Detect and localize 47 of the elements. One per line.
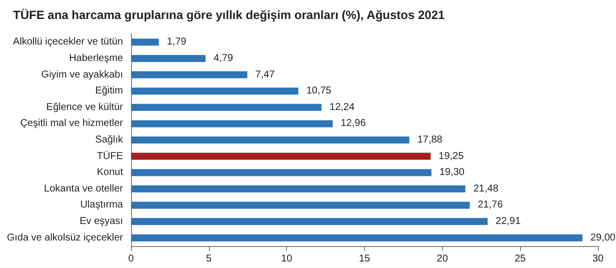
data-label: 12,96 xyxy=(340,118,366,130)
bar xyxy=(131,185,466,192)
y-tick-label: Giyim ve ayakkabı xyxy=(41,69,123,80)
bar xyxy=(131,136,410,144)
data-label: 22,91 xyxy=(496,216,522,228)
y-tick-label: Konut xyxy=(96,167,124,178)
bar xyxy=(131,88,298,95)
y-tick-label: TÜFE xyxy=(96,150,124,162)
bar xyxy=(131,152,431,160)
y-tick-label: Ulaştırma xyxy=(80,200,124,211)
y-tick-label: Haberleşme xyxy=(69,52,124,64)
bar xyxy=(131,234,582,242)
data-label: 21,48 xyxy=(473,183,499,194)
y-tick-label: Sağlık xyxy=(95,134,124,146)
y-tick-label: Çeşitli mal ve hizmetler xyxy=(20,118,124,130)
bar xyxy=(131,104,322,111)
y-tick-label: Eğitim xyxy=(95,86,123,97)
y-tick-label: Ev eşyası xyxy=(80,216,123,228)
x-tick-label: 30 xyxy=(592,254,604,264)
bar xyxy=(131,202,470,209)
data-label: 10,75 xyxy=(306,86,332,97)
chart-title: TÜFE ana harcama gruplarına göre yıllık değişim oranları (%), Ağustos 2021 xyxy=(13,8,446,22)
x-tick-label: 20 xyxy=(436,254,448,264)
x-tick-label: 15 xyxy=(358,254,370,264)
x-tick-label: 25 xyxy=(514,254,526,264)
data-label: 7,47 xyxy=(255,69,276,80)
data-label: 12,24 xyxy=(330,102,355,113)
x-tick-label: 5 xyxy=(206,254,212,264)
x-tick-label: 0 xyxy=(128,254,134,264)
bar xyxy=(131,54,206,62)
data-label: 17,88 xyxy=(417,134,443,146)
y-tick-label: Eğlence ve kültür xyxy=(46,102,124,113)
data-label: 1,79 xyxy=(166,36,187,48)
bar xyxy=(131,120,333,128)
y-tick-label: Lokanta ve oteller xyxy=(44,183,124,194)
bar xyxy=(131,71,248,78)
data-label: 19,25 xyxy=(438,150,464,162)
data-label: 4,79 xyxy=(214,52,234,64)
y-tick-label: Gıda ve alkolsüz içecekler xyxy=(6,232,124,244)
y-tick-label: Alkollü içecekler ve tütün xyxy=(12,36,123,48)
bar xyxy=(131,38,159,46)
x-tick-label: 10 xyxy=(281,254,293,264)
bar xyxy=(131,169,432,176)
data-label: 19,30 xyxy=(439,167,465,178)
bar xyxy=(131,218,488,226)
data-label: 21,76 xyxy=(478,200,504,211)
data-label: 29,00 xyxy=(590,232,616,244)
